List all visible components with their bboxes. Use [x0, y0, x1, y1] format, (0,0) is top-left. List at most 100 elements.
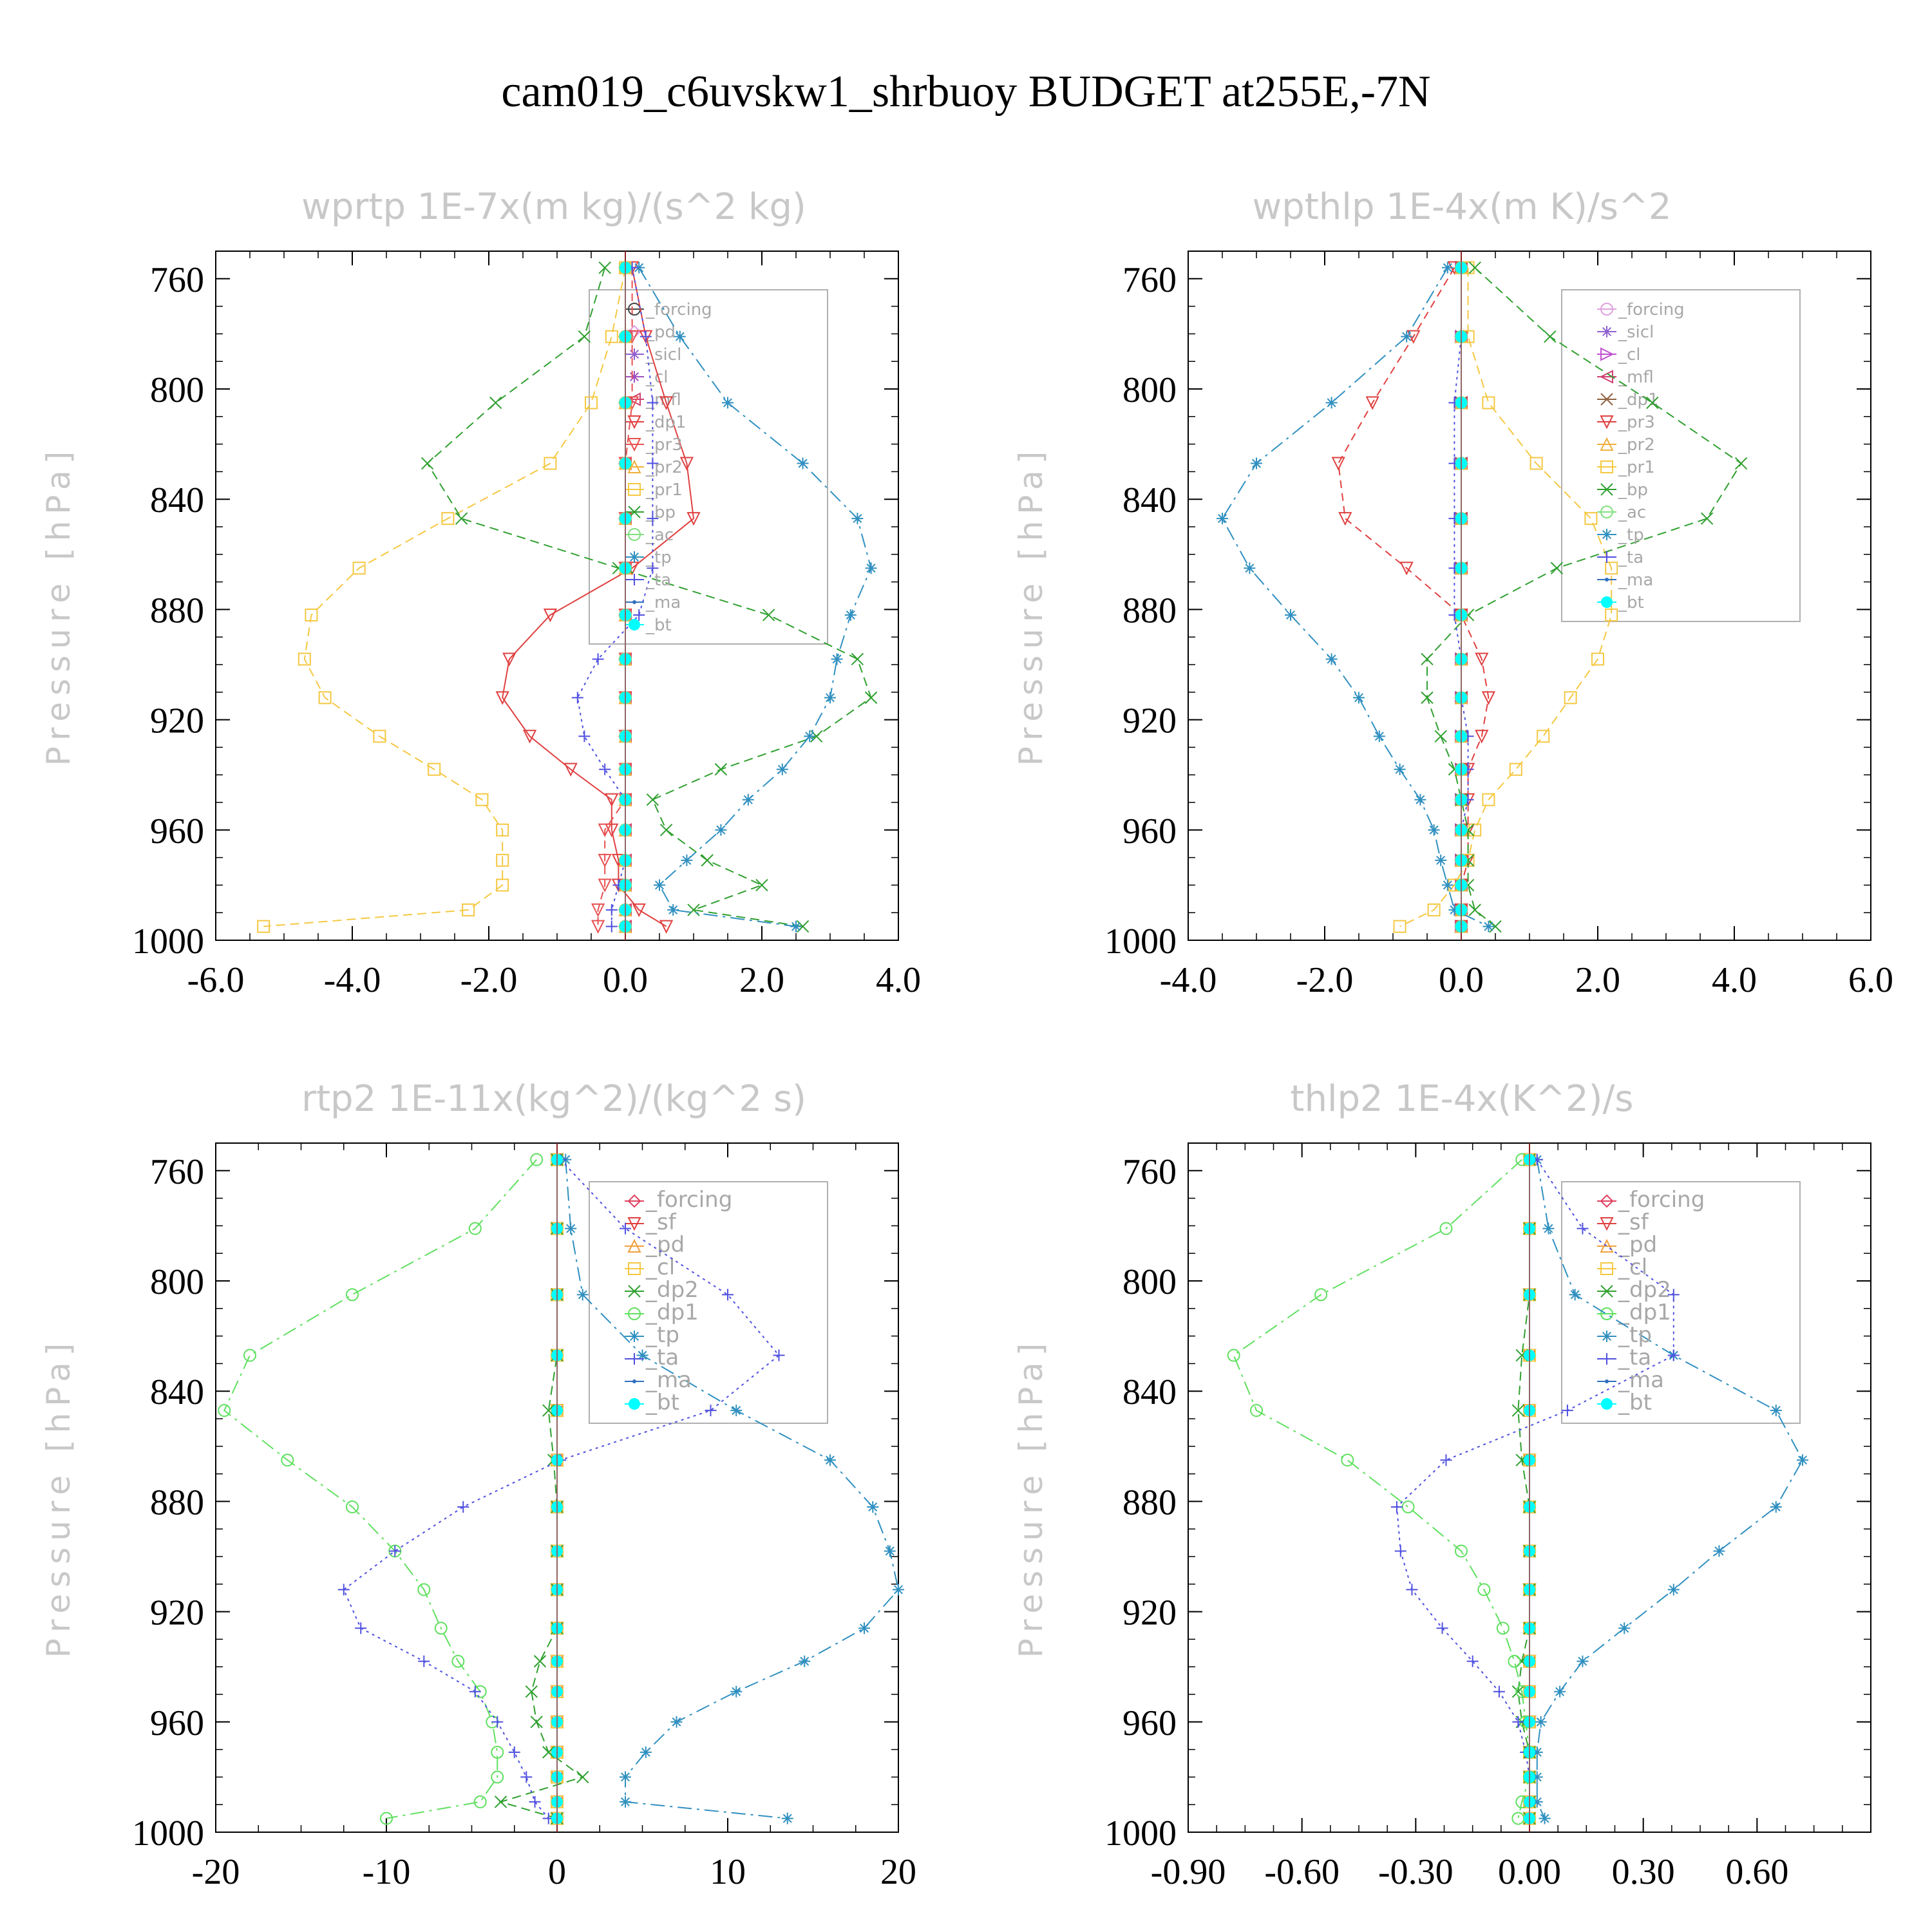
- legend-label: _sicl: [1618, 323, 1654, 342]
- x-tick-label: 2.0: [739, 960, 784, 1000]
- y-tick-label: 920: [150, 1593, 204, 1633]
- data-point: [687, 512, 701, 526]
- legend-marker: [628, 1262, 641, 1275]
- legend-marker: [629, 371, 640, 383]
- data-point: [533, 1654, 547, 1668]
- x-tick-label: 4.0: [1712, 960, 1757, 1000]
- legend-marker: [629, 574, 640, 585]
- legend-label: _tp: [645, 1322, 679, 1348]
- data-point: [804, 730, 816, 743]
- data-point: [605, 793, 619, 807]
- legend-box: [589, 289, 828, 645]
- data-point: [714, 762, 728, 776]
- series-line: [263, 267, 626, 927]
- data-point: [797, 457, 809, 469]
- data-point: [218, 1404, 231, 1417]
- legend-label: _ma: [1618, 571, 1653, 590]
- legend-label: _forcing: [645, 300, 712, 319]
- data-point: [831, 653, 843, 665]
- data-point: [730, 1405, 743, 1417]
- data-point: [1435, 854, 1447, 866]
- data-point: [1564, 691, 1577, 705]
- data-point: [851, 652, 864, 666]
- data-point: [496, 878, 509, 892]
- data-point: [858, 1622, 870, 1634]
- legend-label: _ac: [1618, 503, 1646, 522]
- data-point: [1667, 1584, 1680, 1596]
- data-point: [1468, 823, 1482, 837]
- data-point: [1390, 1501, 1403, 1513]
- data-point: [475, 793, 489, 806]
- legend-marker: [1600, 1262, 1613, 1275]
- data-point: [636, 1349, 649, 1361]
- data-point: [1436, 1622, 1448, 1634]
- y-tick-label: 960: [1122, 1703, 1177, 1743]
- data-point: [305, 608, 318, 621]
- data-point: [591, 903, 605, 918]
- x-tick-label: -10: [363, 1852, 411, 1892]
- data-point: [380, 1812, 393, 1825]
- data-point: [674, 330, 686, 343]
- data-point: [1401, 1500, 1415, 1513]
- y-tick-label: 1000: [132, 922, 204, 961]
- data-point: [647, 513, 659, 525]
- data-point: [659, 824, 673, 837]
- x-tick-label: -2.0: [460, 960, 518, 1000]
- legend-marker: [1600, 393, 1613, 406]
- legend-marker: [627, 1217, 641, 1231]
- data-point: [1468, 261, 1481, 274]
- data-point: [1468, 904, 1481, 916]
- data-point: [722, 1289, 734, 1301]
- y-tick-label: 880: [1122, 1482, 1177, 1522]
- data-point: [1338, 512, 1352, 526]
- data-point: [633, 261, 645, 274]
- legend-marker: [628, 1307, 641, 1320]
- y-tick-label: 1000: [1104, 922, 1177, 961]
- y-tick-label: 960: [150, 1703, 204, 1743]
- y-tick-label: 1000: [132, 1814, 204, 1853]
- data-point: [1393, 920, 1406, 933]
- data-point: [598, 261, 611, 274]
- legend-marker: [1600, 347, 1615, 361]
- data-point: [1535, 1716, 1547, 1728]
- data-point: [1511, 1812, 1525, 1825]
- data-point: [742, 793, 754, 806]
- data-point: [489, 396, 502, 410]
- data-point: [1539, 1812, 1551, 1824]
- legend-marker: [629, 1331, 640, 1342]
- data-point: [494, 1795, 507, 1808]
- data-point: [1353, 692, 1365, 704]
- data-point: [1227, 1349, 1240, 1362]
- data-point: [373, 730, 386, 743]
- legend-label: _dp1: [645, 1300, 699, 1325]
- panel-wprtp: wprtp 1E-7x(m kg)/(s^2 kg) Pressure [hPa…: [40, 186, 921, 1000]
- data-point: [1325, 653, 1338, 665]
- series-line: [1536, 1159, 1804, 1819]
- legend-label: _tp: [645, 548, 672, 567]
- legend-marker: [627, 438, 641, 452]
- data-point: [520, 1771, 533, 1783]
- data-point: [576, 1770, 589, 1784]
- legend-label: _bt: [645, 1390, 679, 1416]
- data-point: [495, 691, 509, 705]
- y-tick-label: 760: [150, 1152, 204, 1192]
- data-point: [1531, 1746, 1543, 1758]
- data-point: [1331, 457, 1345, 471]
- legend-marker: [1601, 326, 1613, 337]
- data-point: [318, 691, 332, 705]
- data-point: [1421, 652, 1434, 666]
- y-axis-label: Pressure [hPa]: [40, 445, 77, 766]
- y-tick-label: 760: [1122, 1152, 1177, 1192]
- data-point: [1250, 1404, 1263, 1417]
- data-point: [346, 1500, 359, 1513]
- data-point: [542, 1746, 555, 1759]
- legend-marker: [627, 415, 641, 430]
- data-point: [1561, 1405, 1573, 1417]
- data-point: [496, 853, 509, 867]
- data-point: [679, 457, 694, 471]
- panel-wpthlp: wpthlp 1E-4x(m K)/s^2 Pressure [hPa] -4.…: [1012, 186, 1893, 1000]
- legend-marker: [1605, 1379, 1609, 1383]
- legend-marker: [1600, 1217, 1614, 1231]
- legend-label: _ta: [645, 571, 671, 590]
- legend-marker: [1600, 437, 1614, 451]
